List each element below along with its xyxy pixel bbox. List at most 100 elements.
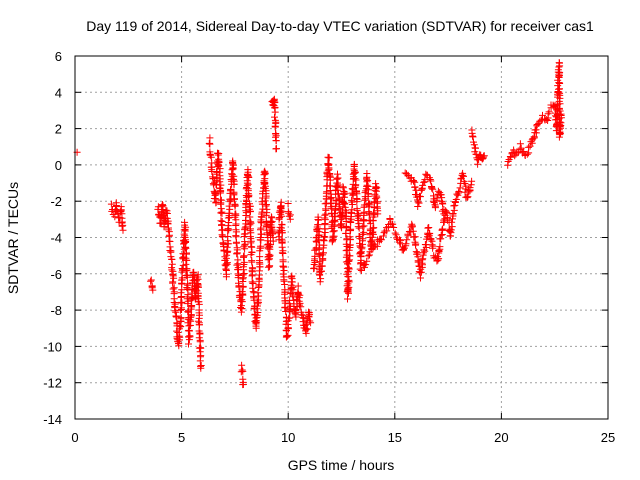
data-point-marker <box>449 210 457 217</box>
data-point-marker <box>284 331 292 339</box>
data-point-marker <box>264 263 272 271</box>
data-point-marker <box>238 361 246 369</box>
data-point-marker <box>232 232 240 240</box>
data-point-marker <box>333 175 341 183</box>
data-point-marker <box>427 177 435 185</box>
x-tick-label: 0 <box>71 430 78 445</box>
data-point-marker <box>525 143 533 151</box>
data-point-marker <box>440 210 448 218</box>
data-point-marker <box>272 137 280 145</box>
data-point-marker <box>318 262 326 270</box>
data-point-marker <box>362 261 370 269</box>
data-point-marker <box>168 266 176 274</box>
data-point-marker <box>170 288 178 296</box>
data-point-marker <box>556 62 564 70</box>
data-point-marker <box>320 236 327 244</box>
data-point-marker <box>455 188 463 195</box>
data-point-marker <box>414 203 422 210</box>
data-point-marker <box>429 185 437 193</box>
data-point-marker <box>182 272 190 279</box>
data-point-marker <box>292 306 300 313</box>
data-point-marker <box>224 222 232 230</box>
data-point-marker <box>342 230 350 237</box>
data-point-marker <box>279 250 287 257</box>
data-point-marker <box>306 317 314 325</box>
data-point-marker <box>413 249 421 257</box>
data-point-marker <box>344 295 351 303</box>
data-point-marker <box>266 251 274 259</box>
data-point-marker <box>247 251 255 259</box>
data-point-marker <box>514 148 522 156</box>
data-point-marker <box>265 242 273 250</box>
data-point-marker <box>370 224 378 232</box>
x-tick-label: 15 <box>388 430 402 445</box>
data-point-marker <box>448 218 456 226</box>
data-point-marker <box>371 211 379 219</box>
data-point-marker <box>279 262 287 270</box>
data-point-marker <box>195 317 202 325</box>
data-point-marker <box>240 261 248 268</box>
data-point-marker <box>325 165 333 173</box>
data-point-marker <box>403 170 410 178</box>
data-point-marker <box>288 278 296 286</box>
data-point-marker <box>178 298 186 306</box>
data-point-marker <box>545 108 553 116</box>
data-point-marker <box>373 192 381 200</box>
data-point-marker <box>437 231 445 239</box>
data-point-marker <box>335 204 343 212</box>
data-point-marker <box>366 210 374 218</box>
data-point-marker <box>303 325 311 333</box>
data-point-marker <box>364 192 372 200</box>
data-point-marker <box>451 199 459 206</box>
data-point-marker <box>314 225 322 233</box>
data-point-marker <box>474 160 482 168</box>
data-point-marker <box>237 308 245 316</box>
data-point-marker <box>168 255 176 263</box>
data-point-marker <box>555 97 563 105</box>
data-point-marker <box>346 233 354 241</box>
data-point-marker <box>118 222 126 230</box>
data-point-marker <box>224 233 232 240</box>
data-point-marker <box>262 211 270 219</box>
data-point-marker <box>182 260 190 268</box>
x-tick-label: 10 <box>281 430 295 445</box>
data-point-marker <box>175 342 183 350</box>
data-point-marker <box>238 305 246 312</box>
data-point-marker <box>148 282 156 290</box>
data-point-marker <box>436 243 444 251</box>
data-point-marker <box>231 202 239 210</box>
data-point-marker <box>357 267 365 274</box>
data-point-marker <box>285 212 293 220</box>
data-point-marker <box>377 236 385 244</box>
data-point-marker <box>346 226 354 234</box>
data-point-marker <box>164 219 172 227</box>
y-tick-label: -14 <box>43 412 62 427</box>
data-point-marker <box>208 166 216 174</box>
data-point-marker <box>324 160 332 168</box>
data-point-marker <box>252 322 260 330</box>
data-point-marker <box>427 236 435 244</box>
data-point-marker <box>257 244 265 252</box>
data-point-marker <box>237 304 244 311</box>
data-point-marker <box>341 193 348 201</box>
data-point-marker <box>239 367 247 375</box>
y-tick-label: -12 <box>43 376 62 391</box>
data-point-marker <box>165 237 173 245</box>
data-point-marker <box>281 303 289 311</box>
data-point-marker <box>345 278 353 286</box>
y-tick-label: 2 <box>55 122 62 137</box>
data-point-marker <box>278 212 286 220</box>
x-tick-label: 25 <box>601 430 615 445</box>
data-point-marker <box>356 265 364 273</box>
data-point-marker <box>439 200 447 208</box>
data-point-marker <box>468 177 476 185</box>
data-point-marker <box>170 274 178 282</box>
data-point-marker <box>117 207 125 215</box>
data-point-marker <box>176 333 184 341</box>
data-point-marker <box>238 296 246 304</box>
data-point-marker <box>206 150 214 158</box>
data-point-marker <box>239 381 247 388</box>
data-point-marker <box>149 286 157 294</box>
data-point-marker <box>225 209 233 217</box>
x-axis-label: GPS time / hours <box>288 457 395 473</box>
